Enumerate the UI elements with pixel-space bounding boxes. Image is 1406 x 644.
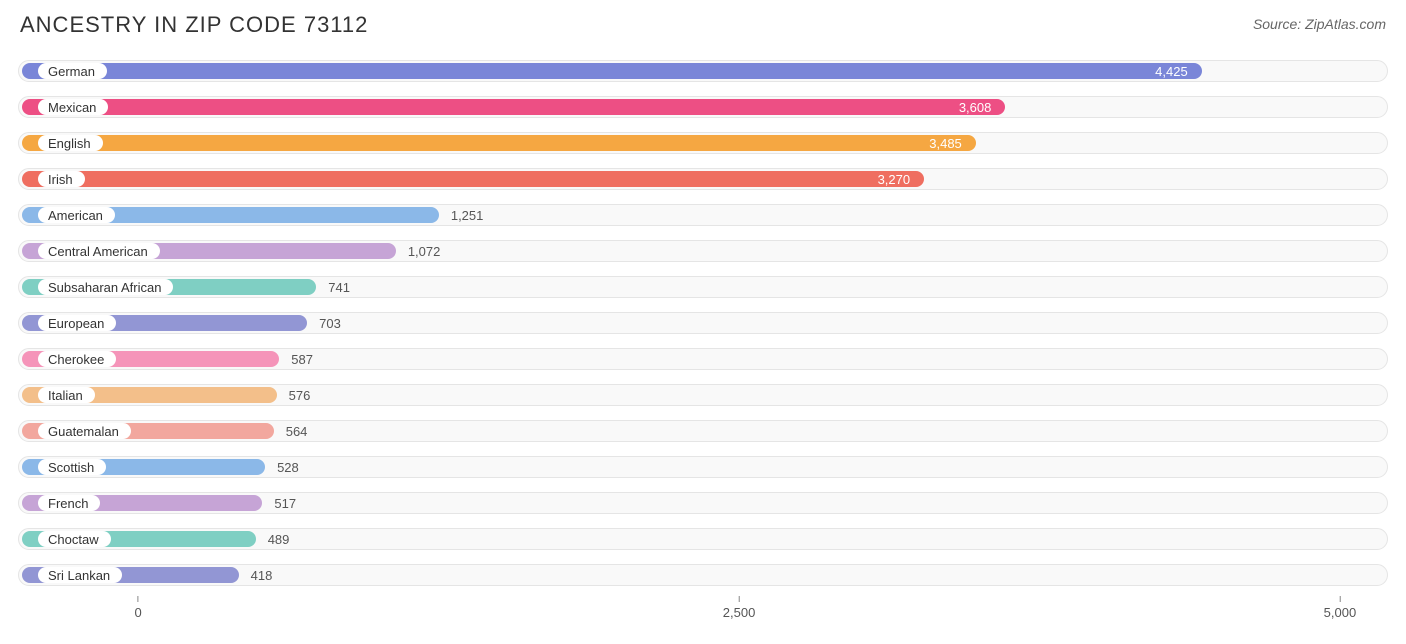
tick-mark	[138, 596, 139, 602]
category-pill: Cherokee	[38, 351, 116, 367]
category-pill: Sri Lankan	[38, 567, 122, 583]
chart-header: ANCESTRY IN ZIP CODE 73112 Source: ZipAt…	[18, 12, 1388, 38]
bar-row: French 517	[18, 488, 1388, 518]
category-pill: Italian	[38, 387, 95, 403]
value-label: 4,425	[22, 56, 1202, 86]
chart-container: ANCESTRY IN ZIP CODE 73112 Source: ZipAt…	[0, 0, 1406, 644]
category-pill: Subsaharan African	[38, 279, 173, 295]
value-label: 587	[279, 344, 313, 374]
category-pill: Choctaw	[38, 531, 111, 547]
axis-tick: 5,000	[1324, 596, 1357, 620]
value-label: 489	[256, 524, 290, 554]
value-label: 564	[274, 416, 308, 446]
axis-tick: 2,500	[723, 596, 756, 620]
category-pill: French	[38, 495, 100, 511]
bar-row: Guatemalan 564	[18, 416, 1388, 446]
value-label: 576	[277, 380, 311, 410]
value-label: 1,251	[439, 200, 484, 230]
category-pill: European	[38, 315, 116, 331]
value-label: 528	[265, 452, 299, 482]
tick-label: 0	[135, 605, 142, 620]
category-pill: Scottish	[38, 459, 106, 475]
bar-row: European 703	[18, 308, 1388, 338]
bar-row: Scottish 528	[18, 452, 1388, 482]
bar-row: Central American 1,072	[18, 236, 1388, 266]
value-label: 418	[239, 560, 273, 590]
bar-row: Sri Lankan 418	[18, 560, 1388, 590]
tick-label: 2,500	[723, 605, 756, 620]
value-label: 703	[307, 308, 341, 338]
bar-row: Choctaw 489	[18, 524, 1388, 554]
category-pill: American	[38, 207, 115, 223]
value-label: 3,608	[22, 92, 1005, 122]
x-axis: 0 2,500 5,000	[18, 596, 1388, 626]
value-label: 3,270	[22, 164, 924, 194]
axis-tick: 0	[135, 596, 142, 620]
tick-mark	[1339, 596, 1340, 602]
plot-area: German4,425 Mexican3,608 English3,485 Irish…	[18, 56, 1388, 590]
value-label: 3,485	[22, 128, 976, 158]
category-pill: Central American	[38, 243, 160, 259]
bar-row: Cherokee 587	[18, 344, 1388, 374]
bar-row: Italian 576	[18, 380, 1388, 410]
value-label: 517	[262, 488, 296, 518]
chart-title: ANCESTRY IN ZIP CODE 73112	[20, 12, 368, 38]
bar-row: German4,425	[18, 56, 1388, 86]
value-label: 741	[316, 272, 350, 302]
bar-row: Mexican3,608	[18, 92, 1388, 122]
value-label: 1,072	[396, 236, 441, 266]
category-pill: Guatemalan	[38, 423, 131, 439]
bar-row: Subsaharan African 741	[18, 272, 1388, 302]
bar-row: Irish3,270	[18, 164, 1388, 194]
chart-source: Source: ZipAtlas.com	[1253, 16, 1386, 32]
tick-mark	[739, 596, 740, 602]
tick-label: 5,000	[1324, 605, 1357, 620]
bar-row: American 1,251	[18, 200, 1388, 230]
bar-row: English3,485	[18, 128, 1388, 158]
